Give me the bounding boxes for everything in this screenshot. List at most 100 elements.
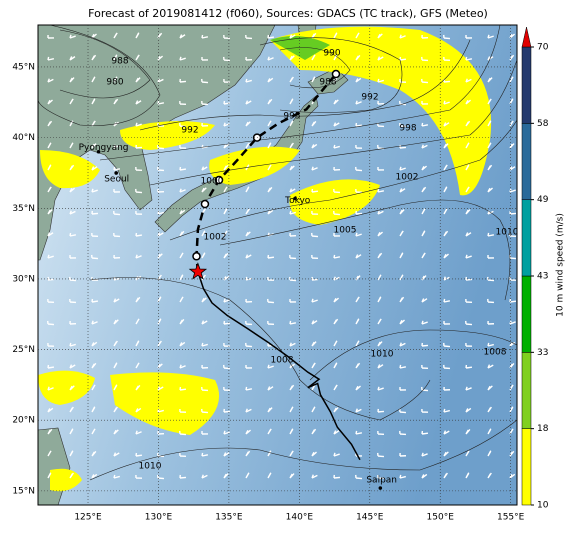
colorbar-segment (521, 428, 532, 506)
wind-barb (355, 100, 362, 105)
wind-barb (311, 276, 319, 281)
colorbar: 10 18 33 43 49 58 70 (521, 26, 549, 511)
isobar-label: 1002 (396, 173, 419, 183)
wind-barb (355, 408, 362, 413)
cities: Pyongyang Seoul Tokyo Saipan (79, 143, 397, 490)
wind-barb (399, 474, 406, 479)
lon-tick-label: 125°E (74, 513, 102, 523)
wind-barb (443, 186, 448, 193)
wind-barb (267, 298, 275, 304)
wind-barb (289, 188, 296, 193)
wind-barb (377, 100, 385, 105)
wind-barb (443, 298, 451, 303)
wind-barb (443, 386, 451, 391)
wind-barb (355, 232, 362, 237)
wind-barb (201, 408, 209, 414)
wind-barb (465, 34, 473, 39)
wind-barb (289, 276, 297, 282)
wind-barb (267, 56, 274, 61)
wind-barb (223, 252, 229, 259)
colorbar-tick-label: 58 (537, 119, 549, 129)
wind-barb (289, 232, 297, 237)
wind-barb (245, 298, 253, 303)
wind-barb (201, 166, 208, 171)
wind-barb (245, 208, 250, 215)
wind-barb (201, 230, 206, 237)
wind-barb (311, 188, 319, 193)
wind-barb (487, 342, 494, 347)
wind-barb (91, 298, 99, 303)
wind-barb (91, 341, 98, 347)
wind-barb (509, 54, 515, 61)
wind-barb (179, 274, 184, 281)
wind-barb (267, 186, 273, 193)
city-dot (96, 149, 101, 154)
wind-barb (267, 428, 272, 435)
wind-barb (399, 364, 407, 369)
wind-barb (245, 386, 253, 391)
wind-barb (69, 450, 74, 457)
wind-barb (69, 232, 77, 237)
wind-barb (91, 120, 96, 127)
wind-barb (289, 428, 294, 435)
wind-barb (113, 210, 121, 216)
wind-barb (421, 342, 429, 347)
wind-barb (135, 362, 140, 369)
wind-barb (69, 56, 76, 61)
colorbar-extend (521, 26, 532, 48)
wind-barb (399, 319, 405, 325)
wind-barb (245, 231, 251, 237)
wind-barb (399, 274, 404, 281)
wind-barb (91, 76, 96, 83)
wind-barb (113, 474, 120, 479)
wind-barb (355, 166, 363, 172)
wind-barb (267, 120, 272, 127)
wind-barb (47, 428, 53, 435)
wind-barb (509, 384, 514, 391)
wind-barb (377, 166, 385, 171)
wind-barb (377, 408, 385, 413)
isobar-label: 998 (399, 124, 416, 134)
wind-barb (289, 210, 296, 215)
wind-barb (47, 232, 54, 237)
wind-barb (465, 407, 472, 413)
wind-barb (487, 142, 492, 149)
tc-symbol (214, 175, 224, 185)
lat-tick-label: 25°N (12, 345, 35, 355)
wind-barb (289, 384, 295, 391)
wind-barb (487, 385, 493, 391)
wind-barb (135, 210, 143, 215)
wind-barb (69, 77, 75, 83)
wind-barb (487, 320, 495, 325)
isobar-label: 1000 (201, 177, 224, 187)
wind-barb (69, 385, 75, 391)
wind-barb (377, 296, 382, 303)
wind-barb (465, 298, 473, 304)
map-title: Forecast of 2019081412 (f060), Sources: … (88, 7, 488, 20)
wind-barb (487, 34, 494, 39)
wind-barb (399, 252, 404, 259)
axes: 125°E 130°E 135°E 140°E 145°E 150°E 155°E 45°N 4… (12, 25, 525, 523)
wind-barb (333, 99, 339, 105)
wind-barb (245, 364, 253, 369)
wind-barb (421, 252, 426, 259)
isobar-label: 990 (323, 49, 340, 59)
wind-barb (333, 210, 341, 216)
wind-barb (47, 120, 53, 127)
wind-barb (421, 186, 427, 193)
wind-barb (487, 187, 493, 193)
wind-barb (179, 452, 187, 458)
isobar-label: 1010 (139, 462, 162, 472)
wind-barb (157, 55, 164, 61)
wind-barb (289, 254, 297, 260)
wind-barb (179, 474, 187, 479)
wind-barb (355, 32, 360, 39)
wind-barb (223, 386, 231, 392)
wind-barb (289, 55, 295, 61)
wind-barb (267, 254, 275, 259)
wind-barb (135, 77, 141, 83)
city-dot (378, 486, 383, 490)
wind-barb (179, 386, 187, 391)
wind-barb (47, 450, 52, 457)
wind-barb (311, 76, 316, 83)
